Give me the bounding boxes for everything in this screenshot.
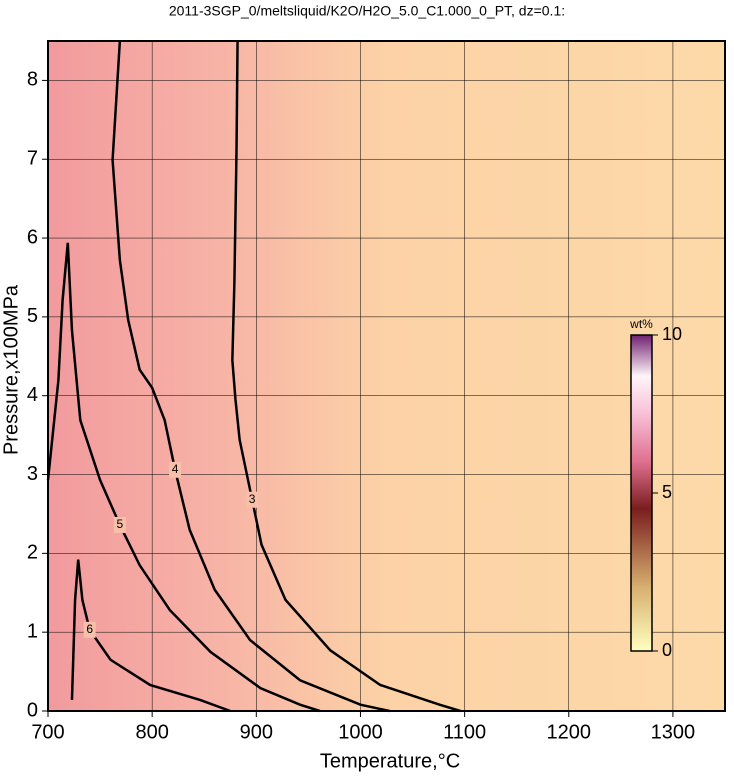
y-tick-label: 7 [27, 148, 38, 170]
x-tick-label: 1100 [443, 721, 486, 743]
x-tick-label: 900 [240, 721, 273, 743]
y-tick-label: 2 [27, 542, 38, 564]
y-tick-label: 0 [27, 699, 38, 721]
colorbar [630, 334, 653, 652]
contour-label-background [246, 491, 259, 508]
y-axis-label: Pressure,x100MPa [0, 284, 22, 455]
contour-label-background [83, 621, 96, 638]
x-tick-label: 1300 [651, 721, 696, 743]
x-axis-label: Temperature,°C [320, 750, 460, 772]
colorbar-tick-label: 5 [662, 482, 672, 502]
x-tick-label: 800 [135, 721, 168, 743]
contour-label: 3 [249, 492, 256, 506]
contour-label: 5 [117, 517, 124, 531]
x-tick-label: 1000 [338, 721, 383, 743]
y-tick-label: 1 [27, 620, 38, 642]
x-tick-label: 1200 [547, 721, 592, 743]
contour-label: 4 [172, 462, 179, 476]
contour-label-background [113, 516, 126, 533]
y-tick-label: 8 [27, 69, 38, 91]
chart-title: 2011-3SGP_0/meltsliquid/K2O/H2O_5.0_C1.0… [169, 3, 565, 19]
contour-label: 6 [86, 622, 93, 636]
y-tick-label: 5 [27, 305, 38, 327]
colorbar-tick-label: 10 [662, 324, 682, 344]
plot-background [48, 41, 725, 711]
y-tick-label: 6 [27, 226, 38, 248]
y-tick-label: 3 [27, 463, 38, 485]
colorbar-tick-label: 0 [662, 640, 672, 660]
contour-line [111, 40, 390, 713]
contour-line [46, 242, 321, 713]
contour-label-background [169, 461, 182, 478]
colorbar-label: wt% [629, 317, 653, 331]
x-tick-label: 700 [31, 721, 64, 743]
plot-frame [47, 40, 726, 712]
y-tick-label: 4 [27, 384, 38, 406]
